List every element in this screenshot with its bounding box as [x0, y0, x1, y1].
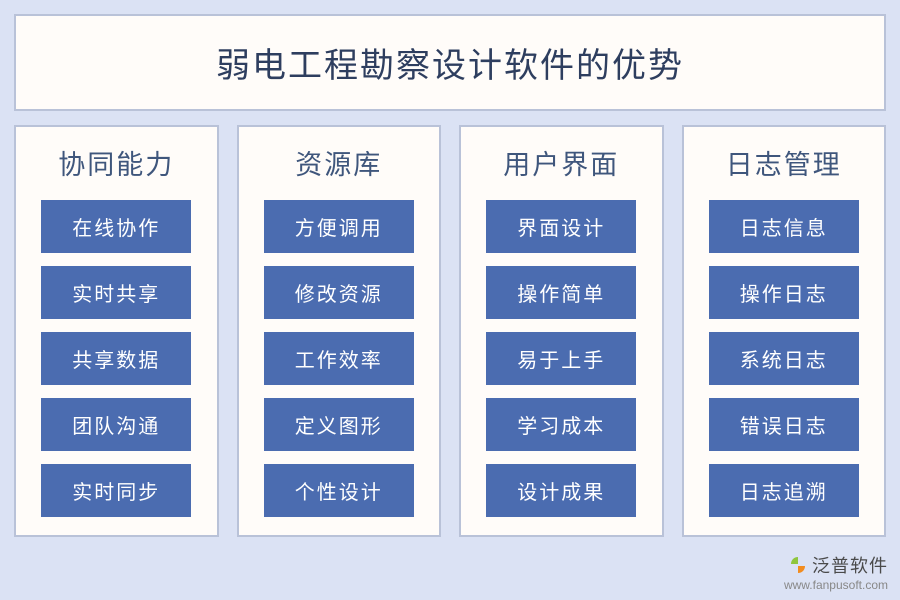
column-title: 协同能力 [58, 143, 174, 182]
column-2: 用户界面界面设计操作简单易于上手学习成本设计成果 [459, 125, 664, 537]
feature-item: 界面设计 [486, 200, 636, 253]
feature-item: 方便调用 [264, 200, 414, 253]
feature-item: 工作效率 [264, 332, 414, 385]
feature-item: 日志信息 [709, 200, 859, 253]
feature-item: 操作简单 [486, 266, 636, 319]
feature-item: 个性设计 [264, 464, 414, 517]
title-panel: 弱电工程勘察设计软件的优势 [14, 14, 886, 111]
feature-item: 设计成果 [486, 464, 636, 517]
column-title: 用户界面 [503, 143, 619, 182]
feature-item: 操作日志 [709, 266, 859, 319]
watermark: 泛普软件 www.fanpusoft.com [784, 552, 888, 592]
feature-item: 定义图形 [264, 398, 414, 451]
column-title: 资源库 [295, 143, 382, 182]
feature-item: 修改资源 [264, 266, 414, 319]
logo-top-arc [791, 557, 798, 564]
main-title: 弱电工程勘察设计软件的优势 [16, 38, 884, 87]
column-title: 日志管理 [726, 143, 842, 182]
feature-item: 实时同步 [41, 464, 191, 517]
column-1: 资源库方便调用修改资源工作效率定义图形个性设计 [237, 125, 442, 537]
feature-item: 日志追溯 [709, 464, 859, 517]
watermark-url: www.fanpusoft.com [784, 578, 888, 592]
watermark-logo-icon [788, 555, 808, 575]
column-3: 日志管理日志信息操作日志系统日志错误日志日志追溯 [682, 125, 887, 537]
feature-item: 在线协作 [41, 200, 191, 253]
logo-bottom-arc [798, 566, 805, 573]
watermark-text: 泛普软件 [812, 552, 888, 578]
feature-item: 错误日志 [709, 398, 859, 451]
column-0: 协同能力在线协作实时共享共享数据团队沟通实时同步 [14, 125, 219, 537]
feature-item: 实时共享 [41, 266, 191, 319]
feature-item: 系统日志 [709, 332, 859, 385]
feature-item: 学习成本 [486, 398, 636, 451]
columns-container: 协同能力在线协作实时共享共享数据团队沟通实时同步资源库方便调用修改资源工作效率定… [14, 125, 886, 537]
feature-item: 共享数据 [41, 332, 191, 385]
feature-item: 易于上手 [486, 332, 636, 385]
diagram-canvas: 弱电工程勘察设计软件的优势 协同能力在线协作实时共享共享数据团队沟通实时同步资源… [0, 0, 900, 600]
feature-item: 团队沟通 [41, 398, 191, 451]
